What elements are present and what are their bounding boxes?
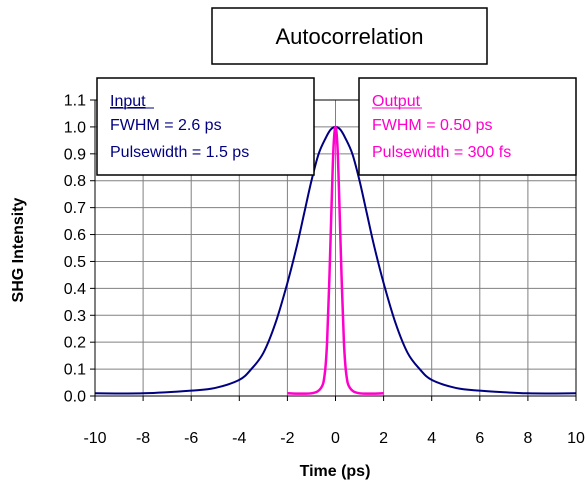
y-tick-label: 0.5 bbox=[64, 254, 86, 271]
y-tick-label: 0.2 bbox=[64, 335, 86, 352]
output-pulse-line bbox=[287, 125, 384, 395]
y-tick-label: 0.8 bbox=[64, 173, 86, 190]
output-heading: Output bbox=[372, 93, 421, 110]
y-tick-label: 1.1 bbox=[64, 93, 86, 110]
input-pulsewidth: Pulsewidth = 1.5 ps bbox=[110, 144, 249, 161]
y-tick-label: 0.1 bbox=[64, 362, 86, 379]
x-tick-label: 6 bbox=[475, 430, 484, 447]
title-box bbox=[211, 7, 488, 65]
x-tick-label: -2 bbox=[280, 430, 294, 447]
tick-labels: -10 -8 -6 -4 -2 0 2 4 6 8 10 0.0 0.1 0.2 0.3 0.4 0.5 0.6 0… bbox=[64, 93, 585, 448]
y-tick-label: 0.6 bbox=[64, 227, 86, 244]
x-tick-label: -6 bbox=[184, 430, 198, 447]
y-tick-label: 0.9 bbox=[64, 146, 86, 163]
x-tick-label: 10 bbox=[567, 430, 585, 447]
x-tick-label: -8 bbox=[136, 430, 150, 447]
output-pulsewidth: Pulsewidth = 300 fs bbox=[372, 144, 511, 161]
chart-title: Autocorrelation bbox=[276, 24, 424, 49]
y-tick-label: 0.4 bbox=[64, 281, 86, 298]
x-axis-label: Time (ps) bbox=[300, 463, 371, 480]
series-layer bbox=[94, 125, 577, 395]
y-tick-label: 1.0 bbox=[64, 119, 86, 136]
y-tick-label: 0.0 bbox=[64, 389, 86, 406]
x-tick-label: 2 bbox=[379, 430, 388, 447]
x-tick-label: 8 bbox=[523, 430, 532, 447]
y-axis-label: SHG Intensity bbox=[10, 197, 27, 302]
output-fwhm: FWHM = 0.50 ps bbox=[372, 117, 492, 134]
x-tick-label: 0 bbox=[331, 430, 340, 447]
input-heading: Input bbox=[110, 93, 146, 110]
y-tick-label: 0.3 bbox=[64, 308, 86, 325]
x-tick-label: -4 bbox=[232, 430, 246, 447]
output-annotation-box bbox=[358, 77, 577, 176]
x-tick-label: -10 bbox=[83, 430, 106, 447]
input-annotation-box bbox=[96, 77, 315, 176]
x-tick-label: 4 bbox=[427, 430, 436, 447]
y-tick-label: 0.7 bbox=[64, 200, 86, 217]
input-fwhm: FWHM = 2.6 ps bbox=[110, 117, 222, 134]
